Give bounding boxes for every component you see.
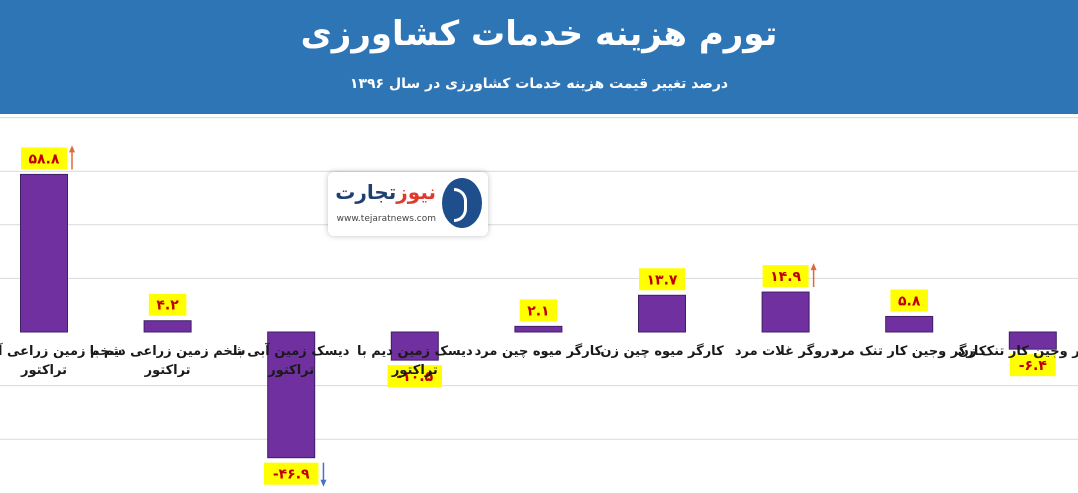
logo-site: www.tejaratnews.com [336,214,436,224]
data-label-bg [639,268,685,291]
arrow-up-icon [810,263,817,271]
chart-subtitle: درصد تغییر قیمت هزینه خدمات کشاورزی در س… [349,76,729,92]
data-label-bg [387,365,443,388]
bar [20,173,68,333]
logo-emblem-icon [442,178,482,228]
chart-title: تورم هزینه خدمات کشاورزی [300,14,778,54]
data-label: ۵.۸ [898,293,921,309]
bar [390,331,439,361]
bar [638,294,686,333]
arrow-down-icon [320,479,327,487]
data-label: ۱۴.۹ [770,269,801,285]
data-label: ۴.۲ [156,298,179,314]
category-label: دروگر غلات مرد [735,343,837,359]
bar [267,331,316,459]
category-label: دیسک زمین دیم با تراکتور [357,344,473,378]
bar [761,291,810,333]
bar [1008,331,1057,350]
bar [885,315,934,333]
data-label-bg [263,462,319,485]
data-label: ۱۳.۷ [647,272,678,288]
data-label-bg [762,265,809,288]
data-label: -۶.۴ [1019,358,1048,374]
chart-header: تورم هزینه خدمات کشاورزی درصد تغییر قیمت… [0,0,1078,114]
data-label-bg [148,293,187,316]
data-label-bg [21,147,67,170]
bar [143,320,192,333]
category-label: شخم زمین زراعی دیم با تراکتور [90,344,246,378]
data-label: -۴۶.۹ [273,467,310,483]
logo-name: نیوزتجارت [335,180,436,204]
logo-name-part1: تجارت [335,180,397,204]
bar [514,325,563,333]
data-label: -۱۰.۵ [396,369,433,385]
logo-name-part2: نیوز [396,180,436,204]
data-label: ۵۸.۸ [29,151,60,167]
data-label-bg [890,289,928,312]
arrow-up-icon [69,145,75,153]
category-label: کارگر میوه چین مرد [475,343,603,359]
category-label: کارگر وجین کار تنک زن [958,343,1078,359]
data-label-bg [519,299,558,322]
data-label-bg [1009,354,1056,377]
category-label: کارگر وجین کار تنک مرد [832,343,987,359]
logo: نیوزتجارت www.tejaratnews.com [328,172,488,236]
data-label: ۲.۱ [527,303,549,319]
category-label: دیسک زمین آبی با تراکتور [233,342,350,378]
category-label: کارگر میوه چین زن [600,343,724,359]
